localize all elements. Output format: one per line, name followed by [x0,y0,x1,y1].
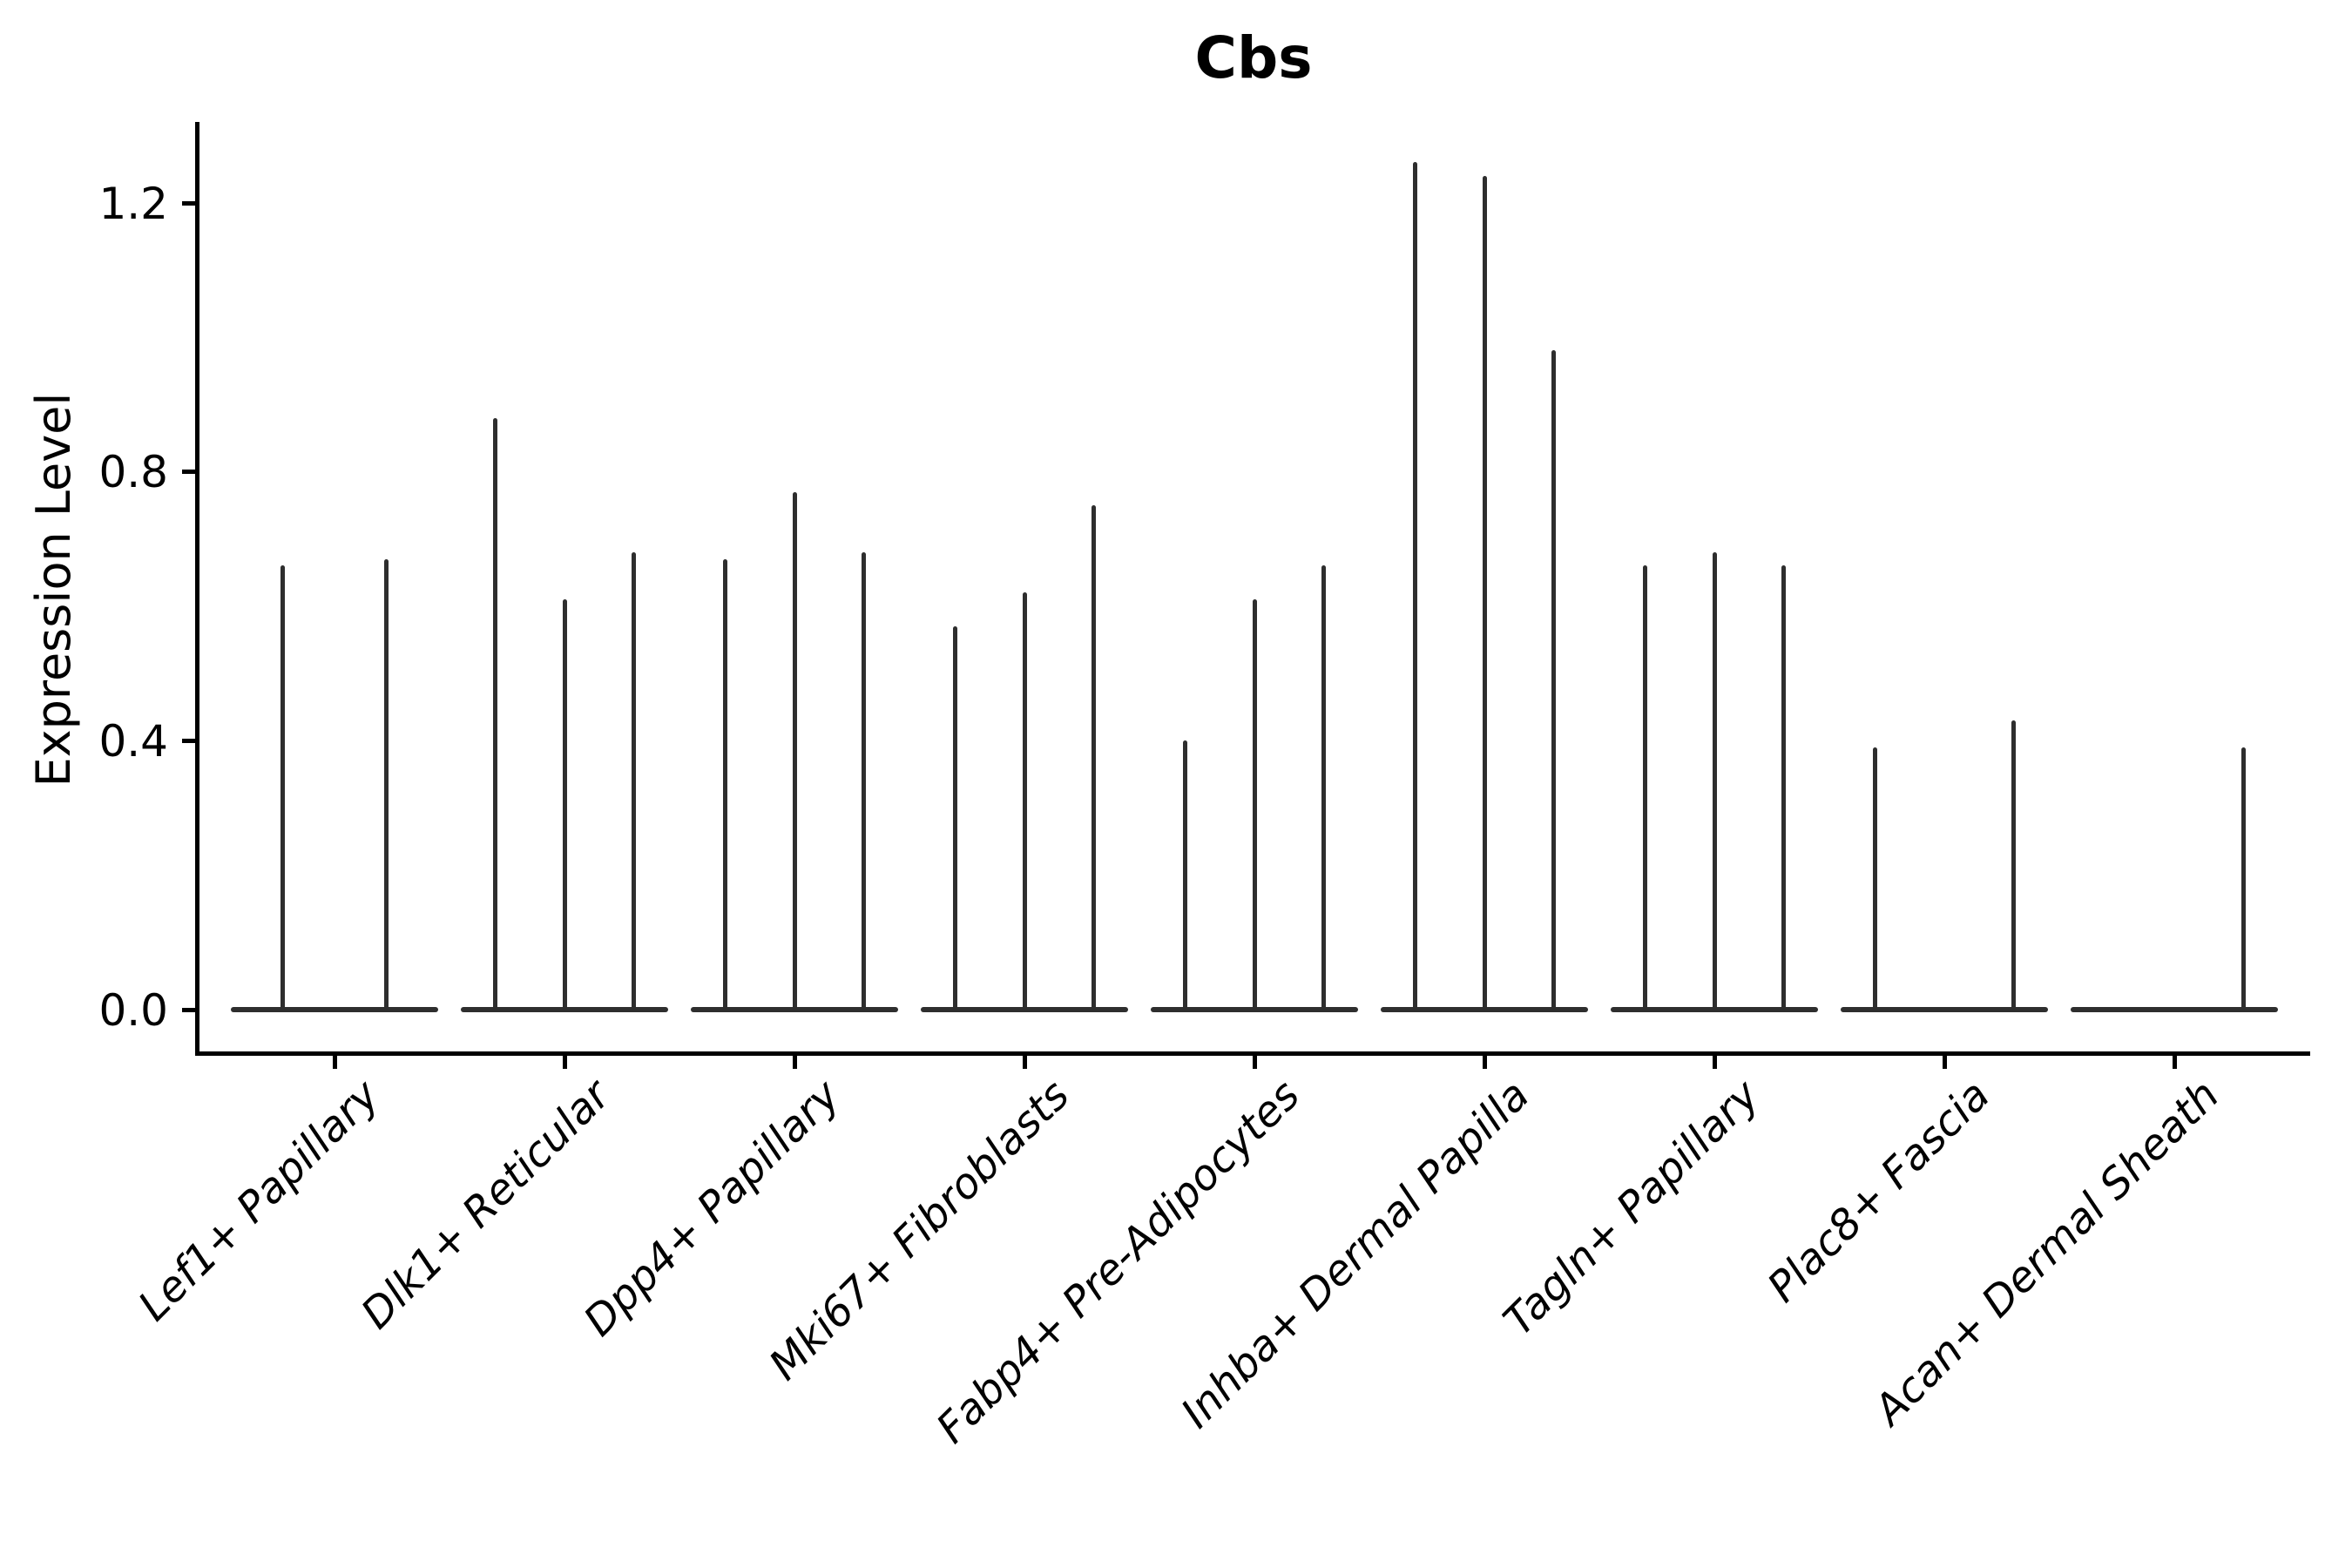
violin-baseline [1841,1007,2048,1012]
violin-spike [493,417,498,1012]
x-tick-mark [333,1053,337,1069]
violin-spike [2240,747,2246,1012]
x-tick-mark [2173,1053,2177,1069]
x-tick-label-text: Plac8+ Fascia [1758,1071,1999,1312]
y-tick-label: 0.8 [98,447,168,498]
violin-spike [2011,720,2016,1012]
violin-spike [1643,565,1648,1012]
x-tick-label-text: Dpp4+ Papillary [574,1071,849,1346]
violin-spike [1873,747,1878,1012]
violin-spike [1781,565,1786,1012]
violin-spike [1413,162,1418,1012]
y-tick-mark [182,470,198,475]
x-tick-mark [563,1053,567,1069]
violin-spike [1321,565,1326,1012]
x-tick-label-text: Dlk1+ Reticular [351,1071,619,1339]
x-tick-label-text: Lef1+ Papillary [129,1071,389,1331]
y-axis-spine [195,122,199,1056]
x-tick-label-text: Tagln+ Papillary [1494,1071,1769,1346]
violin-spike [861,552,866,1012]
violin-spike [1482,175,1487,1012]
y-tick-mark [182,200,198,206]
violin-spike [1022,592,1027,1012]
x-tick-mark [1253,1053,1257,1069]
violin-baseline [2071,1007,2278,1012]
y-tick-mark [182,1008,198,1012]
violin-spike [792,491,797,1012]
x-tick-mark [1023,1053,1027,1069]
x-tick-mark [1713,1053,1717,1069]
violin-spike [280,565,285,1012]
violin-baseline [231,1007,438,1012]
violin-spike [723,558,728,1012]
violin-spike [1091,505,1096,1012]
violin-spike [631,552,636,1012]
y-tick-label: 0.0 [98,985,168,1036]
violin-spike [1712,552,1717,1012]
x-tick-mark [1943,1053,1947,1069]
violin-spike [384,558,389,1012]
violin-spike [1183,740,1188,1012]
violin-spike [1252,599,1257,1012]
y-tick-mark [182,739,198,744]
plot-title: Cbs [1194,24,1313,91]
violin-spike [562,599,567,1012]
y-tick-label: 0.4 [98,716,168,767]
x-tick-mark [1483,1053,1487,1069]
y-tick-label: 1.2 [98,178,168,229]
violin-spike [1551,350,1556,1012]
violin-spike [953,625,958,1012]
x-tick-mark [793,1053,797,1069]
